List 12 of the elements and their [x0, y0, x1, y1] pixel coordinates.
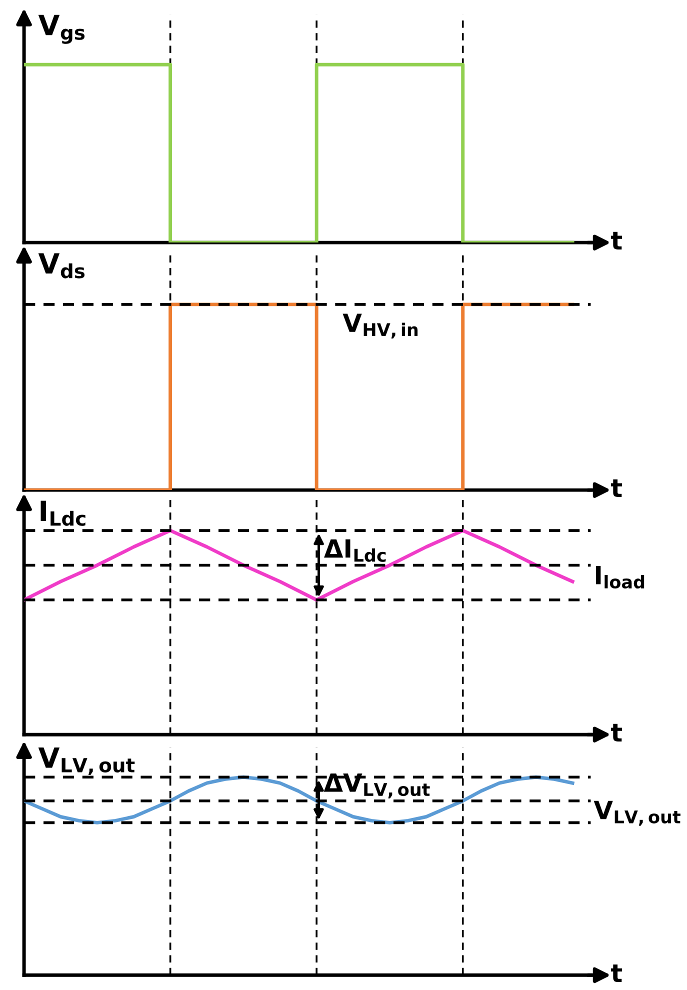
y-axis-title: V$_{ds}$: [38, 253, 85, 278]
x-axis-title: t: [610, 964, 622, 982]
annotation: ΔI$_{Ldc}$: [324, 539, 386, 562]
ref-line-label: I$_{load}$: [596, 566, 644, 589]
x-axis-title: t: [610, 479, 622, 497]
y-axis-title: V$_{gs}$: [38, 14, 85, 44]
ref-line-label: V$_{LV,out}$: [594, 800, 680, 826]
x-axis-title: t: [610, 724, 622, 742]
x-axis-title: t: [610, 232, 622, 250]
ref-line-label: V$_{HV,in}$: [342, 314, 418, 339]
y-axis-title: I$_{Ldc}$: [40, 500, 86, 526]
y-axis-title: V$_{LV,out}$: [38, 747, 135, 776]
